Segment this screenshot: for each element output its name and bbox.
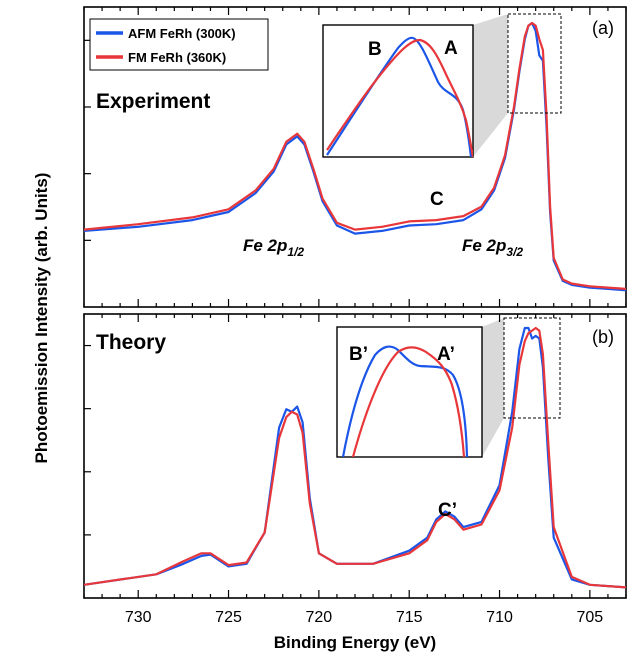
x-axis-label: Binding Energy (eV) — [274, 633, 436, 652]
inset-label-b: B — [368, 39, 382, 60]
x-tick-label: 720 — [306, 609, 333, 626]
x-tick-labels: 730 725 720 715 710 705 — [125, 609, 603, 626]
series-line-fm-theory — [84, 326, 626, 589]
zoom-box-b — [503, 317, 561, 419]
panel-b-title: Theory — [96, 331, 166, 354]
legend: AFM FeRh (300K) FM FeRh (360K) — [89, 18, 269, 71]
panel-a-title: Experiment — [96, 90, 210, 113]
inset-label-a: A — [444, 38, 458, 59]
inset-b: B’ A’ — [336, 326, 483, 458]
zoom-wedge-b — [482, 318, 504, 457]
inset-label-a-prime: A’ — [437, 344, 455, 365]
x-tick-label: 730 — [125, 609, 152, 626]
annotation-fe-2p32: Fe 2p3/2 — [462, 236, 523, 259]
x-tick-label: 710 — [486, 609, 513, 626]
inset-b-afm-line — [341, 345, 469, 457]
y-axis-label: Photoemission Intensity (arb. Units) — [32, 173, 51, 464]
inset-a-fm-line — [326, 38, 473, 157]
panel-a-id: (a) — [592, 18, 614, 38]
x-tick-label: 725 — [215, 609, 242, 626]
x-tick-label: 715 — [396, 609, 423, 626]
annotation-c-prime: C’ — [438, 500, 457, 521]
inset-b-fm-line — [351, 346, 466, 457]
x-tick-label: 705 — [577, 609, 604, 626]
panel-b-id: (b) — [592, 327, 614, 347]
series-line-fm-experiment — [84, 21, 626, 290]
panel-b-ticks — [83, 314, 627, 598]
zoom-wedge-a — [473, 14, 508, 157]
annotation-fe-2p12: Fe 2p1/2 — [243, 236, 304, 259]
annotation-c: C — [430, 189, 444, 210]
inset-label-b-prime: B’ — [349, 344, 368, 365]
legend-label-fm: FM FeRh (360K) — [128, 50, 226, 65]
inset-a: B A — [322, 24, 474, 158]
zoom-box-a — [507, 13, 562, 114]
panel-a-ticks — [83, 7, 627, 307]
legend-label-afm: AFM FeRh (300K) — [128, 26, 236, 41]
